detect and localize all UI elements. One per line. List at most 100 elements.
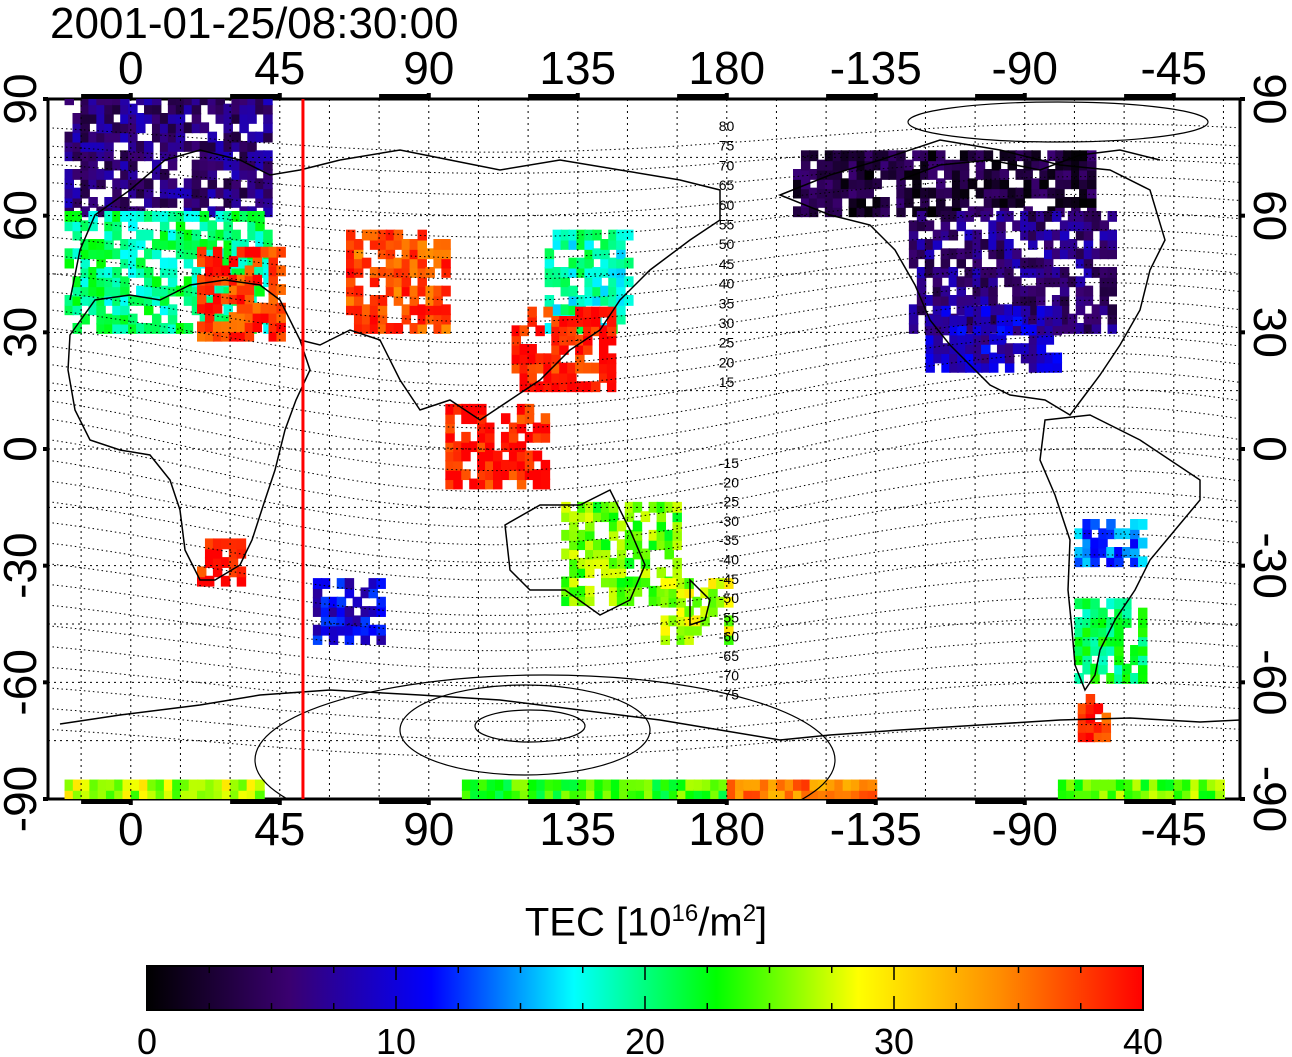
tec-cell bbox=[1036, 343, 1047, 355]
tec-cell bbox=[1138, 556, 1148, 568]
tec-cell bbox=[600, 511, 611, 523]
tec-cell bbox=[532, 422, 543, 434]
tec-cell bbox=[207, 103, 218, 115]
tec-cell bbox=[207, 206, 218, 218]
tec-cell bbox=[353, 313, 364, 325]
tec-cell bbox=[183, 229, 194, 241]
tec-cell bbox=[700, 606, 710, 617]
tec-cell bbox=[1190, 789, 1201, 799]
tec-cell bbox=[1082, 607, 1092, 619]
tec-cell bbox=[128, 267, 138, 278]
tec-cell bbox=[263, 103, 273, 115]
tec-cell bbox=[1106, 519, 1116, 530]
tec-cell bbox=[136, 285, 146, 297]
tec-cell bbox=[1055, 187, 1065, 199]
tec-cell bbox=[964, 248, 974, 260]
tec-cell bbox=[1074, 645, 1084, 656]
tec-cell bbox=[568, 267, 578, 278]
tec-cell bbox=[516, 403, 527, 415]
tec-cell bbox=[708, 578, 718, 589]
tec-cell bbox=[425, 313, 435, 325]
tec-cell bbox=[708, 606, 718, 617]
tec-cell bbox=[800, 169, 811, 180]
tec-cell bbox=[223, 229, 233, 241]
tec-cell bbox=[376, 578, 386, 589]
tec-cell bbox=[957, 361, 967, 373]
tec-cell bbox=[511, 344, 522, 355]
tec-cell bbox=[461, 469, 471, 481]
tec-cell bbox=[254, 779, 265, 791]
tec-cell bbox=[1138, 607, 1148, 619]
tec-cell bbox=[191, 285, 202, 297]
tec-cell bbox=[616, 313, 626, 325]
tec-cell bbox=[151, 131, 162, 143]
tec-cell bbox=[832, 187, 843, 199]
tec-cell bbox=[908, 257, 919, 269]
tec-cell bbox=[159, 323, 170, 334]
tec-cell bbox=[139, 789, 149, 799]
tec-cell bbox=[724, 578, 734, 589]
tec-cell bbox=[850, 789, 861, 799]
colorbar-tick-label: 0 bbox=[137, 1021, 157, 1057]
tec-cell bbox=[808, 187, 819, 199]
tec-cell bbox=[1122, 547, 1132, 558]
tec-cell bbox=[377, 239, 388, 250]
tec-cell bbox=[896, 206, 906, 218]
tec-cell bbox=[924, 295, 935, 306]
tec-cell bbox=[377, 295, 388, 306]
tec-cell bbox=[236, 246, 247, 258]
tec-cell bbox=[88, 220, 98, 232]
tec-cell bbox=[469, 441, 479, 453]
tec-cell bbox=[72, 248, 82, 260]
tec-cell bbox=[991, 187, 1002, 199]
tec-cell bbox=[593, 557, 603, 569]
tec-cell bbox=[1090, 519, 1100, 530]
tec-cell bbox=[72, 323, 82, 334]
tec-cell bbox=[676, 634, 686, 645]
tec-cell bbox=[660, 596, 671, 608]
tec-cell bbox=[236, 312, 247, 323]
tec-cell bbox=[385, 276, 396, 288]
tec-cell bbox=[551, 362, 561, 374]
tec-cell bbox=[485, 431, 495, 443]
tec-cell bbox=[632, 529, 643, 541]
tec-cell bbox=[1099, 239, 1110, 250]
tec-cell bbox=[583, 306, 593, 318]
tec-cell bbox=[1132, 779, 1143, 791]
tec-cell bbox=[1036, 257, 1046, 269]
tec-cell bbox=[1007, 150, 1018, 162]
tec-cell bbox=[88, 295, 98, 306]
tec-cell bbox=[586, 779, 596, 791]
mlat-contour bbox=[48, 469, 1240, 546]
tec-cell bbox=[916, 267, 927, 278]
tec-cell bbox=[848, 150, 859, 162]
colorbar-tick-label: 20 bbox=[625, 1021, 665, 1057]
tec-cell bbox=[936, 150, 946, 162]
tec-cell bbox=[824, 150, 835, 162]
tec-cell bbox=[441, 304, 451, 316]
tec-cell bbox=[577, 557, 587, 569]
tec-cell bbox=[511, 353, 522, 365]
right-lat-label: -60 bbox=[1244, 649, 1292, 715]
tec-cell bbox=[228, 293, 239, 305]
right-tick bbox=[1240, 563, 1245, 568]
tec-cell bbox=[872, 206, 882, 218]
tec-cell bbox=[144, 304, 154, 316]
tec-cell bbox=[353, 323, 364, 334]
tec-cell bbox=[312, 624, 323, 636]
tec-cell bbox=[1122, 528, 1132, 540]
tec-cell bbox=[684, 624, 694, 636]
tec-cell bbox=[312, 634, 323, 645]
tec-cell bbox=[569, 576, 579, 588]
tec-cell bbox=[136, 267, 146, 278]
tec-cell bbox=[151, 113, 162, 124]
tec-cell bbox=[112, 313, 122, 325]
tec-cell bbox=[606, 334, 617, 346]
tec-cell bbox=[1028, 343, 1039, 355]
tec-cell bbox=[104, 197, 114, 208]
tec-cell bbox=[183, 239, 194, 250]
tec-cell bbox=[393, 285, 404, 297]
tec-cell bbox=[369, 323, 380, 334]
tec-cell bbox=[1075, 248, 1086, 260]
